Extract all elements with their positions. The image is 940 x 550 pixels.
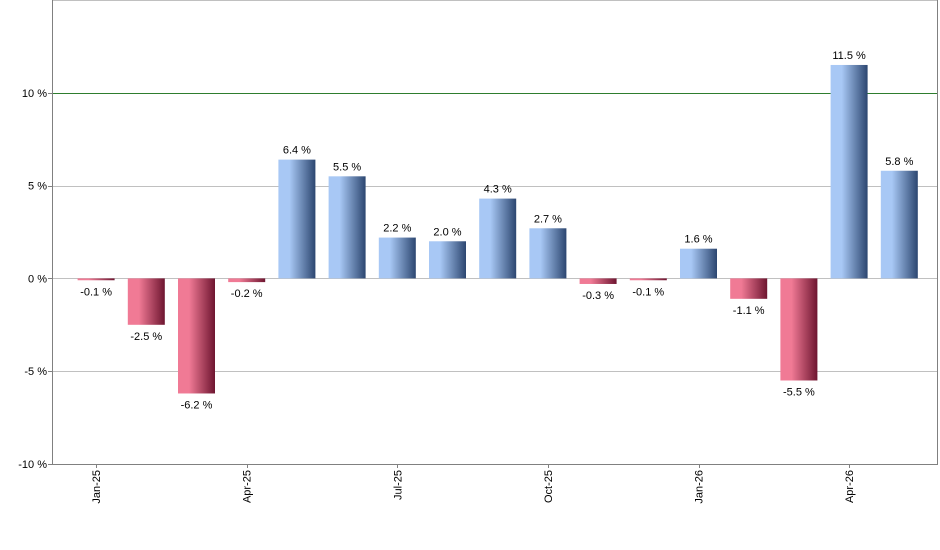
data-label: -1.1 %: [733, 305, 765, 317]
x-tick-label: Jul-25: [392, 470, 404, 500]
bar: [529, 228, 567, 279]
data-label: -0.1 %: [632, 286, 664, 298]
bar: [278, 159, 316, 279]
x-tick-label: Apr-26: [844, 470, 856, 503]
data-label: -0.3 %: [582, 290, 614, 302]
x-tick-label: Jan-26: [694, 470, 706, 504]
x-tick-labels: Jan-25 Apr-25 Jul-25 Oct-25 Jan-26 Apr-26: [91, 470, 856, 504]
y-tick-label: -5 %: [24, 366, 47, 378]
data-label: 5.8 %: [885, 156, 913, 168]
data-label: -0.2 %: [231, 288, 263, 300]
x-tick-label: Apr-25: [242, 470, 254, 503]
bar: [629, 278, 667, 281]
x-tick-label: Jan-25: [91, 470, 103, 504]
y-tick-labels: 10 % 5 % 0 % -5 % -10 %: [18, 88, 47, 471]
bar: [127, 278, 165, 325]
data-label: 11.5 %: [832, 50, 866, 62]
data-label: -5.5 %: [783, 386, 815, 398]
bar: [178, 278, 215, 394]
data-label: 2.2 %: [383, 223, 411, 235]
data-label: 4.3 %: [484, 184, 512, 196]
y-tick-label: 0 %: [28, 273, 47, 285]
bar: [328, 176, 366, 279]
bar: [780, 278, 818, 381]
data-labels: -0.1 % -2.5 % -6.2 % -0.2 % 6.4 % 5.5 % 2.2 % 2…: [80, 50, 913, 412]
x-tick-label: Oct-25: [543, 470, 555, 503]
data-label: 5.5 %: [333, 161, 361, 173]
bar: [730, 278, 768, 299]
data-label: -6.2 %: [181, 399, 213, 411]
data-label: 6.4 %: [283, 145, 311, 157]
data-label: -0.1 %: [80, 286, 112, 298]
y-tick-label: 5 %: [28, 181, 47, 193]
bar: [830, 64, 868, 279]
bar: [429, 241, 466, 279]
data-label: 2.7 %: [534, 213, 562, 225]
bar: [579, 278, 617, 284]
bar: [378, 237, 416, 279]
bar: [77, 278, 115, 281]
axes: [48, 0, 938, 468]
bar: [880, 170, 918, 279]
bar: [479, 198, 517, 279]
y-tick-label: -10 %: [18, 459, 47, 471]
data-label: 1.6 %: [684, 234, 712, 246]
bar: [680, 248, 717, 279]
data-label: 2.0 %: [433, 226, 461, 238]
data-label: -2.5 %: [130, 331, 162, 343]
bars: [77, 64, 918, 394]
y-tick-label: 10 %: [22, 88, 47, 100]
bar: [228, 278, 266, 283]
